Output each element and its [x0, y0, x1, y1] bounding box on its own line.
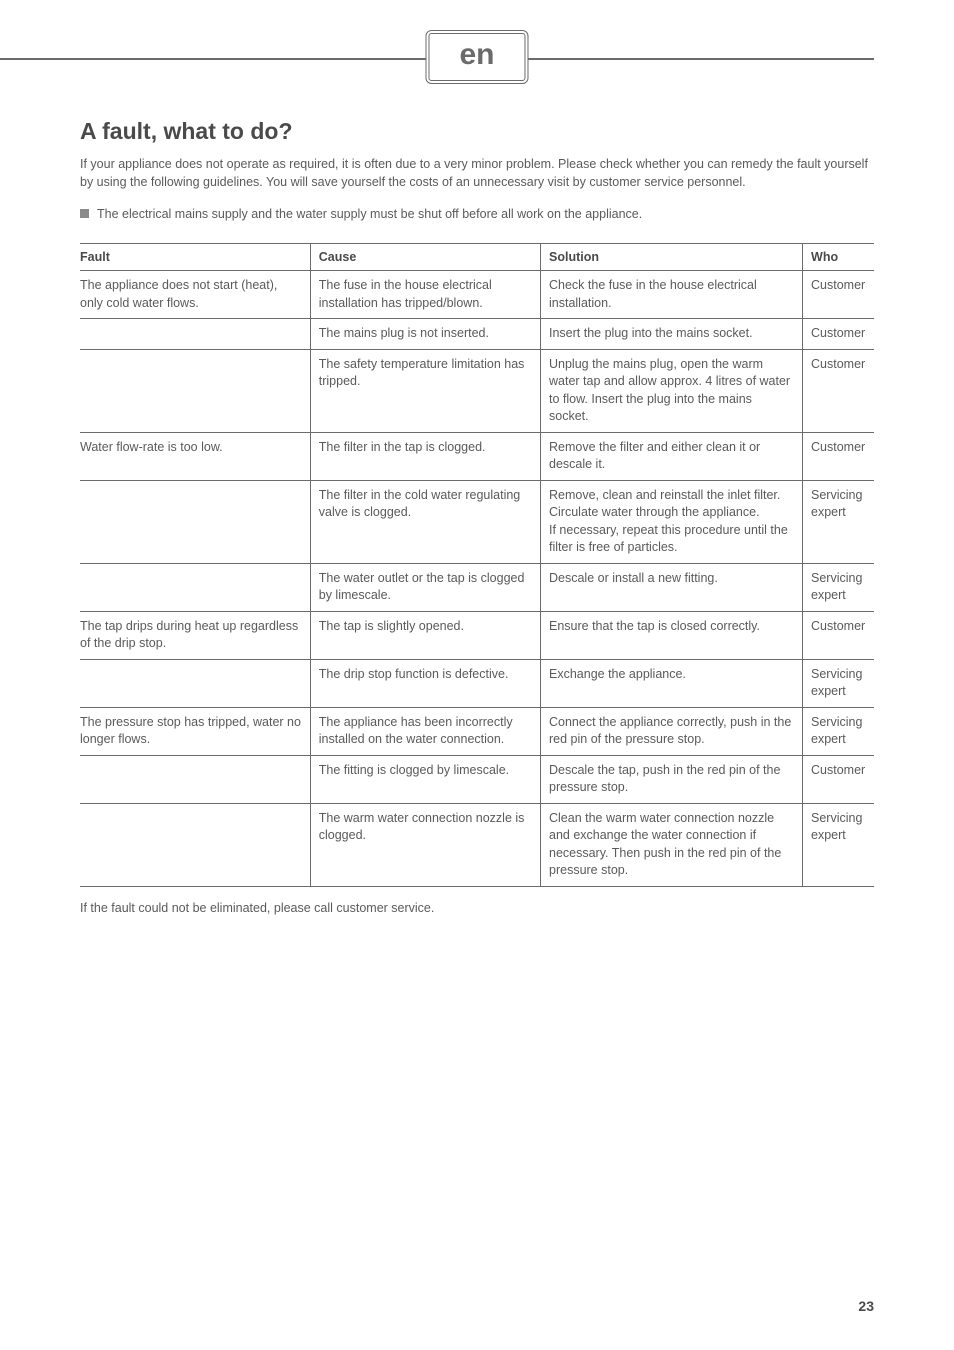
cell-fault: The pressure stop has tripped, water no … — [80, 707, 310, 755]
header-fault: Fault — [80, 244, 310, 271]
cell-solution: Remove, clean and reinstall the inlet fi… — [541, 480, 803, 563]
header-solution: Solution — [541, 244, 803, 271]
table-row: The drip stop function is defective.Exch… — [80, 659, 874, 707]
table-header: Fault Cause Solution Who — [80, 244, 874, 271]
cell-cause: The drip stop function is defective. — [310, 659, 540, 707]
cell-who: Servicing expert — [803, 659, 874, 707]
table-row: The water outlet or the tap is clogged b… — [80, 563, 874, 611]
cell-cause: The appliance has been incorrectly insta… — [310, 707, 540, 755]
cell-cause: The filter in the cold water regulating … — [310, 480, 540, 563]
cell-cause: The fuse in the house electrical install… — [310, 271, 540, 319]
fault-table: Fault Cause Solution Who The appliance d… — [80, 243, 874, 887]
cell-cause: The warm water connection nozzle is clog… — [310, 803, 540, 886]
cell-fault — [80, 563, 310, 611]
table-row: The tap drips during heat up regardless … — [80, 611, 874, 659]
square-bullet-icon — [80, 209, 89, 218]
cell-who: Customer — [803, 432, 874, 480]
cell-fault — [80, 480, 310, 563]
cell-solution: Exchange the appliance. — [541, 659, 803, 707]
cell-who: Customer — [803, 271, 874, 319]
cell-solution: Check the fuse in the house electrical i… — [541, 271, 803, 319]
table-row: Water flow-rate is too low.The filter in… — [80, 432, 874, 480]
cell-who: Customer — [803, 319, 874, 350]
cell-who: Customer — [803, 349, 874, 432]
page-content: A fault, what to do? If your appliance d… — [80, 118, 874, 931]
table-row: The pressure stop has tripped, water no … — [80, 707, 874, 755]
cell-cause: The water outlet or the tap is clogged b… — [310, 563, 540, 611]
cell-who: Customer — [803, 755, 874, 803]
table-row: The warm water connection nozzle is clog… — [80, 803, 874, 886]
header-who: Who — [803, 244, 874, 271]
cell-solution: Descale the tap, push in the red pin of … — [541, 755, 803, 803]
cell-who: Servicing expert — [803, 803, 874, 886]
cell-solution: Connect the appliance correctly, push in… — [541, 707, 803, 755]
note-text: The electrical mains supply and the wate… — [97, 205, 642, 223]
cell-who: Servicing expert — [803, 563, 874, 611]
header-cause: Cause — [310, 244, 540, 271]
cell-fault: The appliance does not start (heat),only… — [80, 271, 310, 319]
note-row: The electrical mains supply and the wate… — [80, 205, 874, 233]
cell-fault — [80, 755, 310, 803]
table-row: The filter in the cold water regulating … — [80, 480, 874, 563]
cell-fault: The tap drips during heat up regardless … — [80, 611, 310, 659]
cell-cause: The safety temperature limitation has tr… — [310, 349, 540, 432]
table-row: The appliance does not start (heat),only… — [80, 271, 874, 319]
cell-fault — [80, 659, 310, 707]
cell-solution: Insert the plug into the mains socket. — [541, 319, 803, 350]
table-body: The appliance does not start (heat),only… — [80, 271, 874, 887]
outro-paragraph: If the fault could not be eliminated, pl… — [80, 899, 874, 917]
table-row: The mains plug is not inserted.Insert th… — [80, 319, 874, 350]
page-number: 23 — [858, 1298, 874, 1314]
cell-solution: Descale or install a new fitting. — [541, 563, 803, 611]
cell-solution: Remove the filter and either clean it or… — [541, 432, 803, 480]
cell-fault — [80, 803, 310, 886]
cell-fault: Water flow-rate is too low. — [80, 432, 310, 480]
cell-solution: Clean the warm water connection nozzle a… — [541, 803, 803, 886]
cell-who: Servicing expert — [803, 480, 874, 563]
table-row: The safety temperature limitation has tr… — [80, 349, 874, 432]
cell-who: Customer — [803, 611, 874, 659]
language-badge: en — [425, 30, 528, 84]
page-title: A fault, what to do? — [80, 118, 874, 145]
cell-fault — [80, 349, 310, 432]
cell-cause: The filter in the tap is clogged. — [310, 432, 540, 480]
table-row: The fitting is clogged by limescale.Desc… — [80, 755, 874, 803]
cell-cause: The tap is slightly opened. — [310, 611, 540, 659]
intro-paragraph: If your appliance does not operate as re… — [80, 155, 874, 191]
cell-cause: The fitting is clogged by limescale. — [310, 755, 540, 803]
cell-cause: The mains plug is not inserted. — [310, 319, 540, 350]
cell-solution: Unplug the mains plug, open the warm wat… — [541, 349, 803, 432]
cell-who: Servicing expert — [803, 707, 874, 755]
cell-fault — [80, 319, 310, 350]
cell-solution: Ensure that the tap is closed correctly. — [541, 611, 803, 659]
